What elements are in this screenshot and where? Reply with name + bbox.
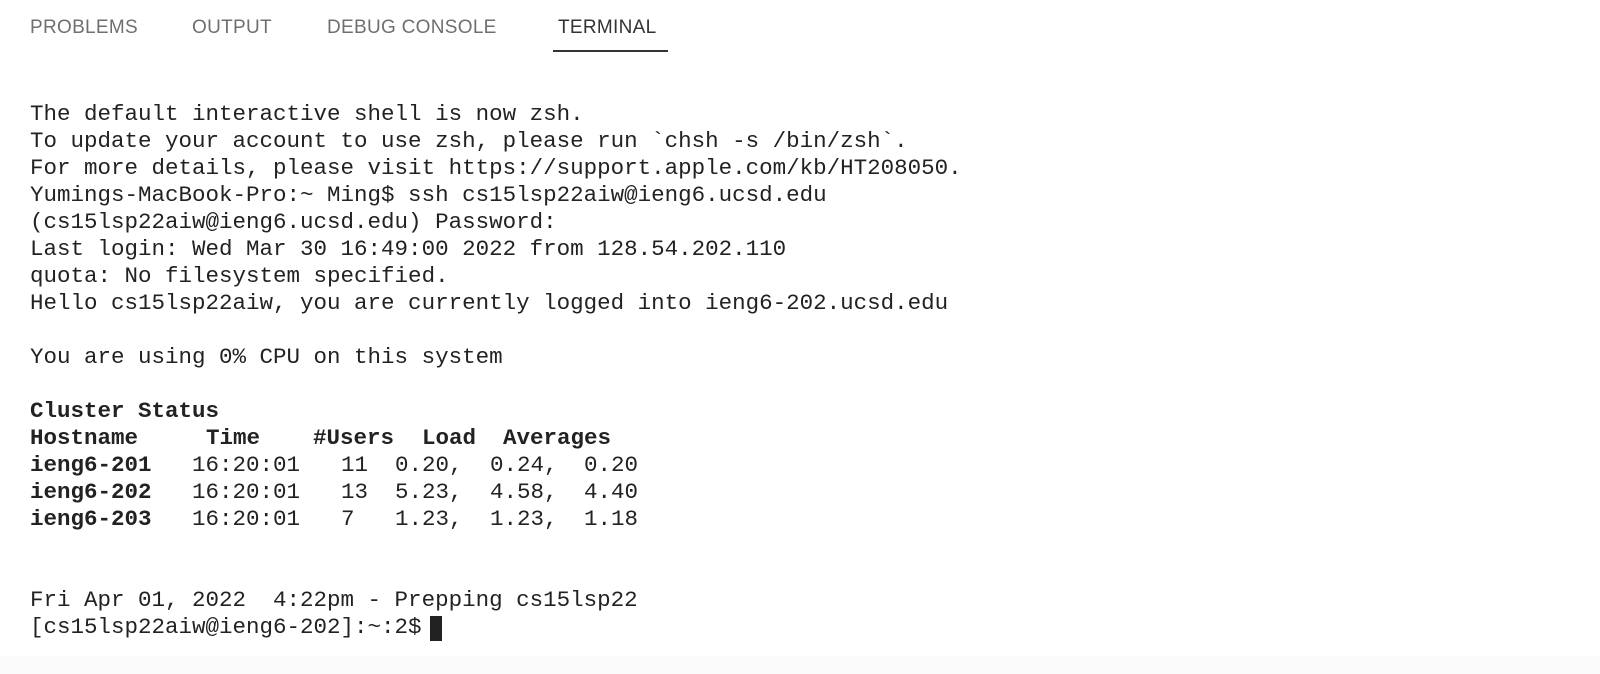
terminal-line: To update your account to use zsh, pleas…	[30, 128, 908, 154]
cluster-host: ieng6-203	[30, 506, 152, 532]
terminal-line: For more details, please visit https://s…	[30, 155, 962, 181]
cluster-cell: 0.24,	[490, 452, 558, 478]
cluster-cell: 5.23,	[395, 479, 463, 505]
cluster-cell: 7	[341, 506, 355, 532]
cluster-header: #Users	[313, 425, 395, 451]
cluster-cell: 0.20,	[395, 452, 463, 478]
cluster-header: Hostname	[30, 425, 139, 451]
cluster-title: Cluster Status	[30, 398, 220, 424]
cursor	[429, 616, 442, 641]
terminal-line: Yumings-MacBook-Pro:~ Ming$ ssh cs15lsp2…	[30, 182, 827, 208]
active-tab-underline	[553, 50, 668, 52]
terminal-line: (cs15lsp22aiw@ieng6.ucsd.edu) Password:	[30, 209, 557, 235]
cluster-cell: 13	[341, 479, 369, 505]
panel-tab[interactable]: DEBUG CONSOLE	[327, 17, 497, 38]
cluster-cell: 16:20:01	[192, 452, 301, 478]
cluster-header: Time	[206, 425, 261, 451]
terminal-line: The default interactive shell is now zsh…	[30, 101, 584, 127]
cluster-cell: 16:20:01	[192, 479, 301, 505]
cluster-cell: 1.23,	[395, 506, 463, 532]
cluster-host: ieng6-202	[30, 479, 152, 505]
cluster-cell: 1.23,	[490, 506, 558, 532]
cluster-header: Load	[422, 425, 477, 451]
cluster-cell: 4.58,	[490, 479, 558, 505]
cluster-cell: 11	[341, 452, 369, 478]
cluster-cell: 4.40	[584, 479, 639, 505]
panel-tab[interactable]: OUTPUT	[192, 17, 272, 38]
panel-tab[interactable]: PROBLEMS	[30, 17, 138, 38]
terminal-line: You are using 0% CPU on this system	[30, 344, 503, 370]
cluster-host: ieng6-201	[30, 452, 152, 478]
terminal-line: quota: No filesystem specified.	[30, 263, 449, 289]
terminal-prompt: [cs15lsp22aiw@ieng6-202]:~:2$	[30, 614, 422, 640]
terminal-line: Fri Apr 01, 2022 4:22pm - Prepping cs15l…	[30, 587, 638, 613]
cluster-cell: 16:20:01	[192, 506, 301, 532]
cluster-cell: 1.18	[584, 506, 639, 532]
cluster-header: Averages	[503, 425, 612, 451]
cluster-cell: 0.20	[584, 452, 639, 478]
terminal-line: Hello cs15lsp22aiw, you are currently lo…	[30, 290, 949, 316]
panel-bottom	[0, 656, 1600, 674]
panel-tab[interactable]: TERMINAL	[558, 17, 657, 38]
terminal-line: Last login: Wed Mar 30 16:49:00 2022 fro…	[30, 236, 787, 262]
